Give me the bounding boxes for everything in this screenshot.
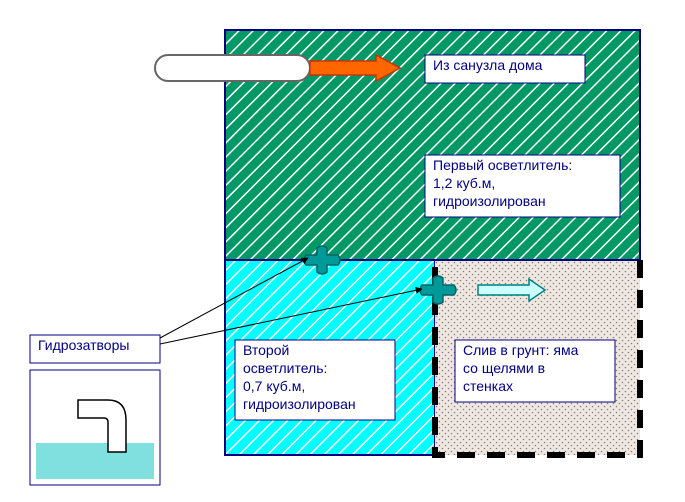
label-first-line1: 1,2 куб.м, [433,175,495,191]
label-inlet-line0: Из санузла дома [433,57,543,73]
label-drain: Слив в грунт: яма со щелями в стенках [455,340,615,402]
label-second-line2: 0,7 куб.м, [243,378,305,394]
label-second-line3: гидроизолирован [243,396,356,412]
label-first-line2: гидроизолирован [433,193,546,209]
label-second-line1: осветлитель: [243,360,327,376]
inlet-pipe [155,55,310,81]
label-legend: Гидрозатворы [30,335,160,363]
label-drain-line0: Слив в грунт: яма [463,342,579,358]
label-drain-line1: со щелями в [463,360,545,376]
label-first-line0: Первый осветлитель: [433,157,572,173]
label-second: Второй осветлитель: 0,7 куб.м, гидроизолиро… [235,340,395,420]
label-inlet: Из санузла дома [425,55,585,83]
label-legend-line0: Гидрозатворы [38,337,129,353]
label-first: Первый осветлитель: 1,2 куб.м, гидроизолир… [425,155,620,217]
label-drain-line2: стенках [463,378,513,394]
label-second-line0: Второй [243,342,289,358]
legend-illustration [30,370,160,485]
